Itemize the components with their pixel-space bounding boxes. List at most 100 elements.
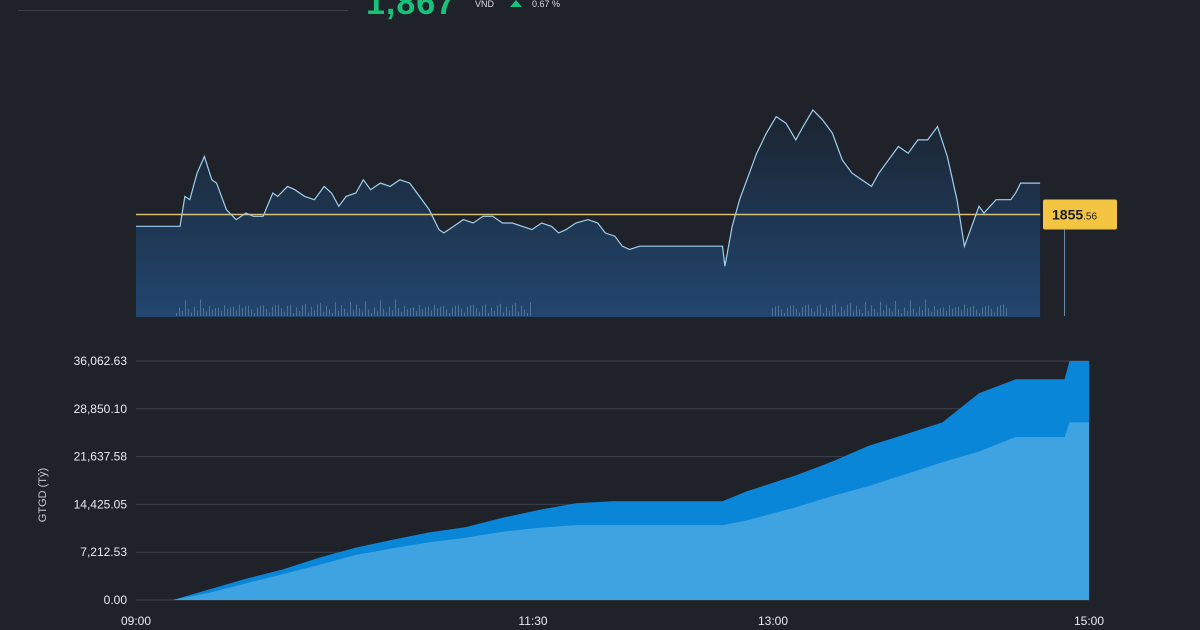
volume-bar	[371, 313, 372, 316]
y-tick-label: 7,212.53	[80, 545, 127, 559]
volume-bar	[853, 311, 854, 316]
volume-bar	[374, 307, 375, 316]
volume-bar	[506, 306, 507, 316]
volume-bar	[820, 304, 821, 316]
y-tick-label: 21,637.58	[74, 450, 128, 464]
volume-bar	[266, 308, 267, 316]
y-axis-ticks: 36,062.63 28,850.10 21,637.58 14,425.05 7,21…	[74, 354, 128, 607]
volume-bar	[952, 308, 953, 316]
volume-bar	[194, 306, 195, 316]
volume-bar	[937, 309, 938, 316]
volume-bar	[446, 309, 447, 316]
volume-bar	[509, 310, 510, 316]
volume-bar	[901, 313, 902, 316]
volume-bar	[347, 312, 348, 316]
volume-bar	[269, 312, 270, 316]
volume-bar	[488, 313, 489, 316]
volume-bar	[964, 304, 965, 316]
volume-bar	[982, 307, 983, 316]
volume-bar	[284, 311, 285, 316]
volume-bar	[203, 308, 204, 316]
volume-bar	[808, 304, 809, 316]
volume-bar	[212, 309, 213, 316]
volume-bar	[233, 306, 234, 316]
volume-bar	[299, 310, 300, 316]
volume-bar	[913, 308, 914, 316]
volume-bar	[916, 312, 917, 316]
volume-bar	[823, 313, 824, 316]
volume-bar	[883, 310, 884, 316]
y-axis-title: GTGD (Tỷ)	[37, 468, 49, 522]
volume-bar	[398, 308, 399, 316]
volume-bar	[311, 306, 312, 316]
reference-price-int: 1855	[1052, 206, 1083, 222]
volume-bar	[814, 311, 815, 316]
volume-bar	[176, 313, 177, 316]
volume-bar	[895, 301, 896, 316]
reference-price-dec: .56	[1083, 211, 1097, 222]
volume-bar	[389, 306, 390, 316]
volume-bar	[461, 308, 462, 316]
volume-bar	[940, 308, 941, 316]
volume-bar	[425, 307, 426, 316]
volume-bar	[392, 310, 393, 316]
volume-bar	[368, 309, 369, 316]
volume-bar	[787, 307, 788, 316]
volume-bar	[404, 306, 405, 316]
volume-bar	[871, 305, 872, 316]
volume-bar	[359, 308, 360, 316]
volume-bar	[221, 310, 222, 316]
volume-bar	[383, 308, 384, 316]
volume-bar	[868, 310, 869, 316]
volume-bar	[329, 309, 330, 316]
volume-bar	[245, 306, 246, 316]
x-tick-label: 13:00	[758, 614, 788, 628]
x-tick-label: 15:00	[1074, 614, 1104, 628]
volume-bar	[802, 306, 803, 316]
up-arrow-icon	[510, 0, 522, 7]
volume-bar	[317, 304, 318, 316]
volume-bar	[272, 306, 273, 316]
volume-bar	[497, 305, 498, 316]
volume-bar	[305, 303, 306, 316]
volume-bar	[919, 306, 920, 316]
volume-bar	[236, 310, 237, 316]
volume-bar	[257, 307, 258, 316]
volume-bar	[799, 312, 800, 316]
volume-bar	[215, 308, 216, 316]
volume-bar	[350, 301, 351, 316]
volume-bar	[206, 311, 207, 316]
volume-bar	[296, 307, 297, 316]
volume-bar	[500, 303, 501, 316]
volume-bar	[949, 305, 950, 316]
volume-bar	[943, 307, 944, 316]
volume-bar	[326, 306, 327, 316]
volume-bar	[946, 310, 947, 316]
volume-bar	[464, 312, 465, 316]
volume-bar	[961, 310, 962, 316]
volume-bar	[856, 306, 857, 316]
volume-bar	[191, 312, 192, 316]
volume-bar	[302, 305, 303, 316]
volume-bar	[793, 305, 794, 316]
volume-bar	[772, 308, 773, 316]
volume-bar	[344, 308, 345, 316]
x-axis-ticks: 09:00 11:30 13:00 15:00	[121, 614, 1104, 628]
volume-bar	[518, 311, 519, 316]
volume-bar	[910, 300, 911, 316]
volume-bar	[314, 310, 315, 316]
volume-bar	[784, 313, 785, 316]
volume-bar	[434, 304, 435, 316]
volume-bar	[197, 310, 198, 316]
volume-bar	[455, 305, 456, 316]
volume-bar	[353, 310, 354, 316]
volume-bar	[985, 305, 986, 316]
volume-bar	[778, 306, 779, 316]
volume-bar	[188, 308, 189, 316]
volume-bar	[850, 303, 851, 316]
volume-bar	[485, 304, 486, 316]
volume-bar	[967, 308, 968, 316]
volume-bar	[458, 305, 459, 316]
volume-bar	[476, 308, 477, 316]
